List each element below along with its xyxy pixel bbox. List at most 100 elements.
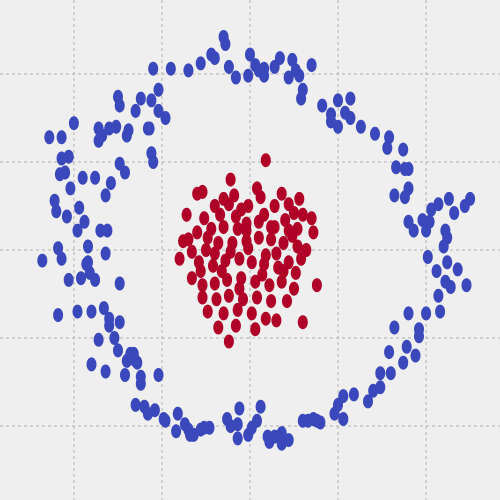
data-point-s1-55	[252, 290, 262, 305]
data-point-s0-126	[375, 366, 386, 381]
data-point-s0-129	[384, 345, 395, 360]
data-point-s1-44	[186, 271, 197, 286]
data-point-s1-57	[223, 288, 234, 303]
data-point-s0-101	[234, 401, 245, 416]
data-point-s0-190	[245, 47, 255, 62]
data-point-s0-57	[76, 271, 86, 286]
data-point-s0-174	[333, 119, 343, 134]
data-points	[37, 30, 476, 451]
data-point-s1-21	[218, 220, 229, 235]
data-point-s1-20	[232, 221, 243, 236]
data-point-s0-47	[95, 223, 106, 238]
data-point-s0-140	[440, 274, 451, 289]
data-point-s0-3	[223, 59, 234, 74]
data-point-s0-4	[195, 56, 206, 71]
data-point-s1-45	[197, 278, 208, 293]
series-1	[174, 153, 322, 349]
data-point-s1-91	[260, 248, 271, 263]
data-point-s0-177	[326, 107, 336, 122]
data-point-s0-110	[283, 433, 294, 448]
data-point-s1-92	[225, 244, 236, 259]
data-point-s0-43	[74, 200, 85, 215]
data-point-s0-172	[340, 105, 351, 120]
data-point-s1-83	[271, 246, 282, 261]
data-point-s0-67	[114, 315, 125, 330]
data-point-s1-66	[230, 318, 241, 333]
data-point-s0-44	[61, 209, 72, 224]
data-point-s1-67	[213, 320, 224, 335]
data-point-s1-98	[269, 220, 280, 235]
data-point-s0-119	[338, 412, 349, 426]
data-point-s0-138	[433, 288, 444, 303]
data-point-s0-153	[417, 213, 428, 228]
data-point-s0-168	[384, 130, 395, 145]
data-point-s1-56	[238, 292, 248, 307]
data-point-s0-166	[382, 140, 393, 155]
data-point-s0-7	[148, 61, 159, 76]
data-point-s1-90	[243, 241, 254, 256]
data-point-s1-94	[278, 264, 289, 279]
data-point-s1-65	[250, 322, 261, 337]
data-point-s0-10	[135, 91, 146, 106]
data-point-s0-69	[93, 332, 104, 347]
data-point-s0-188	[243, 68, 254, 83]
data-point-s1-12	[289, 206, 299, 220]
data-point-s1-97	[241, 223, 252, 238]
data-point-s0-194	[269, 59, 280, 74]
data-point-s0-68	[109, 331, 120, 345]
data-point-s0-46	[72, 223, 83, 238]
data-point-s1-35	[296, 251, 307, 266]
data-point-s0-159	[449, 206, 460, 220]
data-point-s0-38	[146, 146, 157, 161]
data-point-s0-35	[100, 188, 111, 203]
data-point-s0-125	[375, 380, 386, 395]
data-point-s0-128	[398, 355, 409, 370]
data-point-s0-149	[440, 223, 451, 238]
data-point-s0-58	[63, 272, 74, 287]
data-point-s0-91	[171, 424, 182, 439]
data-point-s0-105	[232, 431, 243, 446]
data-point-s1-69	[297, 315, 308, 330]
data-point-s1-89	[280, 213, 291, 228]
data-point-s1-79	[294, 191, 305, 206]
data-point-s0-26	[56, 130, 67, 145]
data-point-s1-70	[311, 278, 322, 293]
data-point-s0-131	[401, 339, 412, 354]
data-point-s1-42	[208, 258, 218, 273]
data-point-s1-52	[289, 281, 299, 296]
data-point-s0-141	[431, 264, 442, 279]
data-point-s1-32	[278, 236, 289, 250]
data-point-s1-88	[259, 207, 270, 222]
data-point-s0-169	[370, 126, 380, 141]
data-point-s0-195	[206, 47, 217, 62]
data-point-s1-85	[202, 230, 213, 245]
data-point-s1-64	[271, 313, 282, 328]
data-point-s0-122	[348, 387, 359, 402]
data-point-s1-49	[250, 274, 261, 289]
data-point-s0-42	[49, 193, 60, 208]
data-point-s1-59	[202, 304, 213, 319]
data-point-s0-86	[149, 403, 160, 418]
data-point-s1-73	[174, 251, 185, 266]
data-point-s0-102	[255, 399, 266, 414]
data-point-s0-41	[51, 204, 62, 219]
data-point-s1-68	[223, 334, 234, 349]
data-point-s0-32	[77, 170, 88, 185]
data-point-s0-27	[44, 130, 55, 145]
data-point-s0-51	[53, 241, 64, 256]
data-point-s0-136	[421, 306, 432, 321]
data-point-s0-45	[79, 214, 90, 229]
data-point-s1-8	[243, 199, 254, 213]
data-point-s0-29	[63, 149, 74, 164]
data-point-s0-133	[414, 322, 424, 337]
data-point-s1-25	[186, 244, 197, 259]
data-point-s0-142	[422, 250, 433, 264]
data-point-s0-137	[435, 304, 446, 319]
data-point-s1-96	[197, 290, 208, 305]
data-point-s0-48	[102, 223, 113, 238]
data-point-s0-60	[114, 276, 125, 291]
data-point-s1-78	[276, 186, 287, 201]
data-point-s0-78	[100, 364, 111, 379]
data-point-s0-145	[452, 262, 463, 277]
data-point-s0-34	[105, 176, 116, 191]
